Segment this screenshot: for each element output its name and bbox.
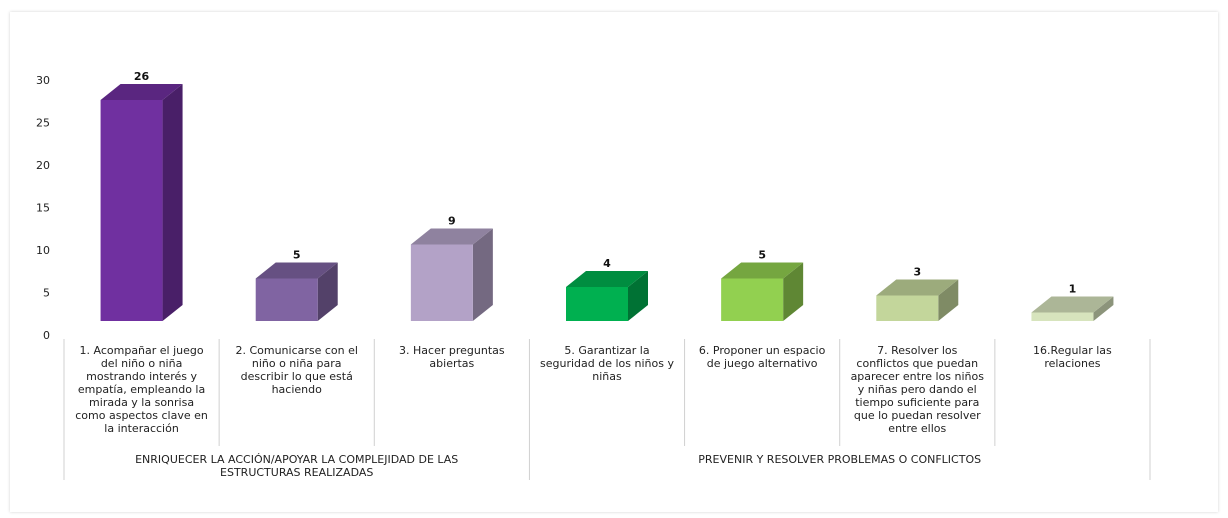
bar-top-face bbox=[566, 271, 648, 287]
bar-side-face bbox=[783, 262, 804, 321]
bar-front-face bbox=[100, 100, 163, 321]
category-label: 5. Garantizar la seguridad de los niños … bbox=[540, 344, 674, 383]
data-label: 9 bbox=[448, 215, 456, 228]
bar bbox=[1031, 296, 1114, 321]
y-tick-label: 5 bbox=[43, 287, 50, 300]
data-label: 5 bbox=[293, 249, 301, 262]
data-labels-layer: 26 5 9 4 5 3 1 bbox=[134, 70, 1076, 296]
bar-side-face bbox=[1093, 296, 1114, 321]
group-label: ENRIQUECER LA ACCIÓN/APOYAR LA COMPLEJID… bbox=[135, 453, 459, 479]
data-label: 3 bbox=[913, 266, 921, 279]
category-label: 1. Acompañar el juego del niño o niña mo… bbox=[75, 344, 208, 435]
bar-side-face bbox=[938, 279, 959, 321]
bar-side-face bbox=[472, 228, 493, 321]
bar-top-face bbox=[410, 228, 493, 245]
bar-side-face bbox=[628, 271, 648, 321]
chart-frame bbox=[10, 12, 1218, 512]
bar-top-face bbox=[255, 262, 338, 279]
y-tick-label: 25 bbox=[36, 117, 50, 130]
y-tick-label: 10 bbox=[36, 244, 50, 257]
bars-layer bbox=[100, 84, 1114, 321]
y-tick-label: 15 bbox=[36, 202, 50, 215]
bar-front-face bbox=[721, 278, 784, 321]
data-label: 5 bbox=[758, 249, 766, 262]
bar-side-face bbox=[162, 84, 183, 321]
y-tick-label: 30 bbox=[36, 74, 50, 87]
category-label: 6. Proponer un espacio de juego alternat… bbox=[698, 344, 826, 370]
bar bbox=[721, 262, 804, 321]
category-label: 3. Hacer preguntas abiertas bbox=[399, 344, 505, 370]
category-label: 2. Comunicarse con el niño o niña para d… bbox=[235, 344, 358, 396]
bar-top-face bbox=[100, 84, 183, 100]
data-label: 26 bbox=[134, 70, 150, 83]
bar bbox=[566, 271, 648, 321]
bar-front-face bbox=[566, 287, 628, 321]
bar bbox=[255, 262, 338, 321]
bar-front-face bbox=[410, 244, 473, 321]
bar-top-face bbox=[721, 262, 804, 279]
bar bbox=[100, 84, 183, 321]
data-label: 1 bbox=[1069, 283, 1077, 296]
group-label: PREVENIR Y RESOLVER PROBLEMAS O CONFLICT… bbox=[698, 453, 982, 466]
bar-side-face bbox=[317, 262, 338, 321]
bar bbox=[876, 279, 959, 321]
bar-top-face bbox=[1031, 296, 1114, 313]
y-tick-label: 0 bbox=[43, 329, 50, 342]
bar-front-face bbox=[876, 295, 939, 321]
bar-front-face bbox=[1031, 312, 1094, 321]
data-label: 4 bbox=[603, 257, 611, 270]
bar-top-face bbox=[876, 279, 959, 296]
y-tick-label: 20 bbox=[36, 159, 50, 172]
category-label: 7. Resolver los conflictos que puedan ap… bbox=[850, 344, 984, 435]
bar-front-face bbox=[255, 278, 318, 321]
category-label: 16.Regular las relaciones bbox=[1033, 344, 1112, 370]
bar bbox=[410, 228, 493, 321]
